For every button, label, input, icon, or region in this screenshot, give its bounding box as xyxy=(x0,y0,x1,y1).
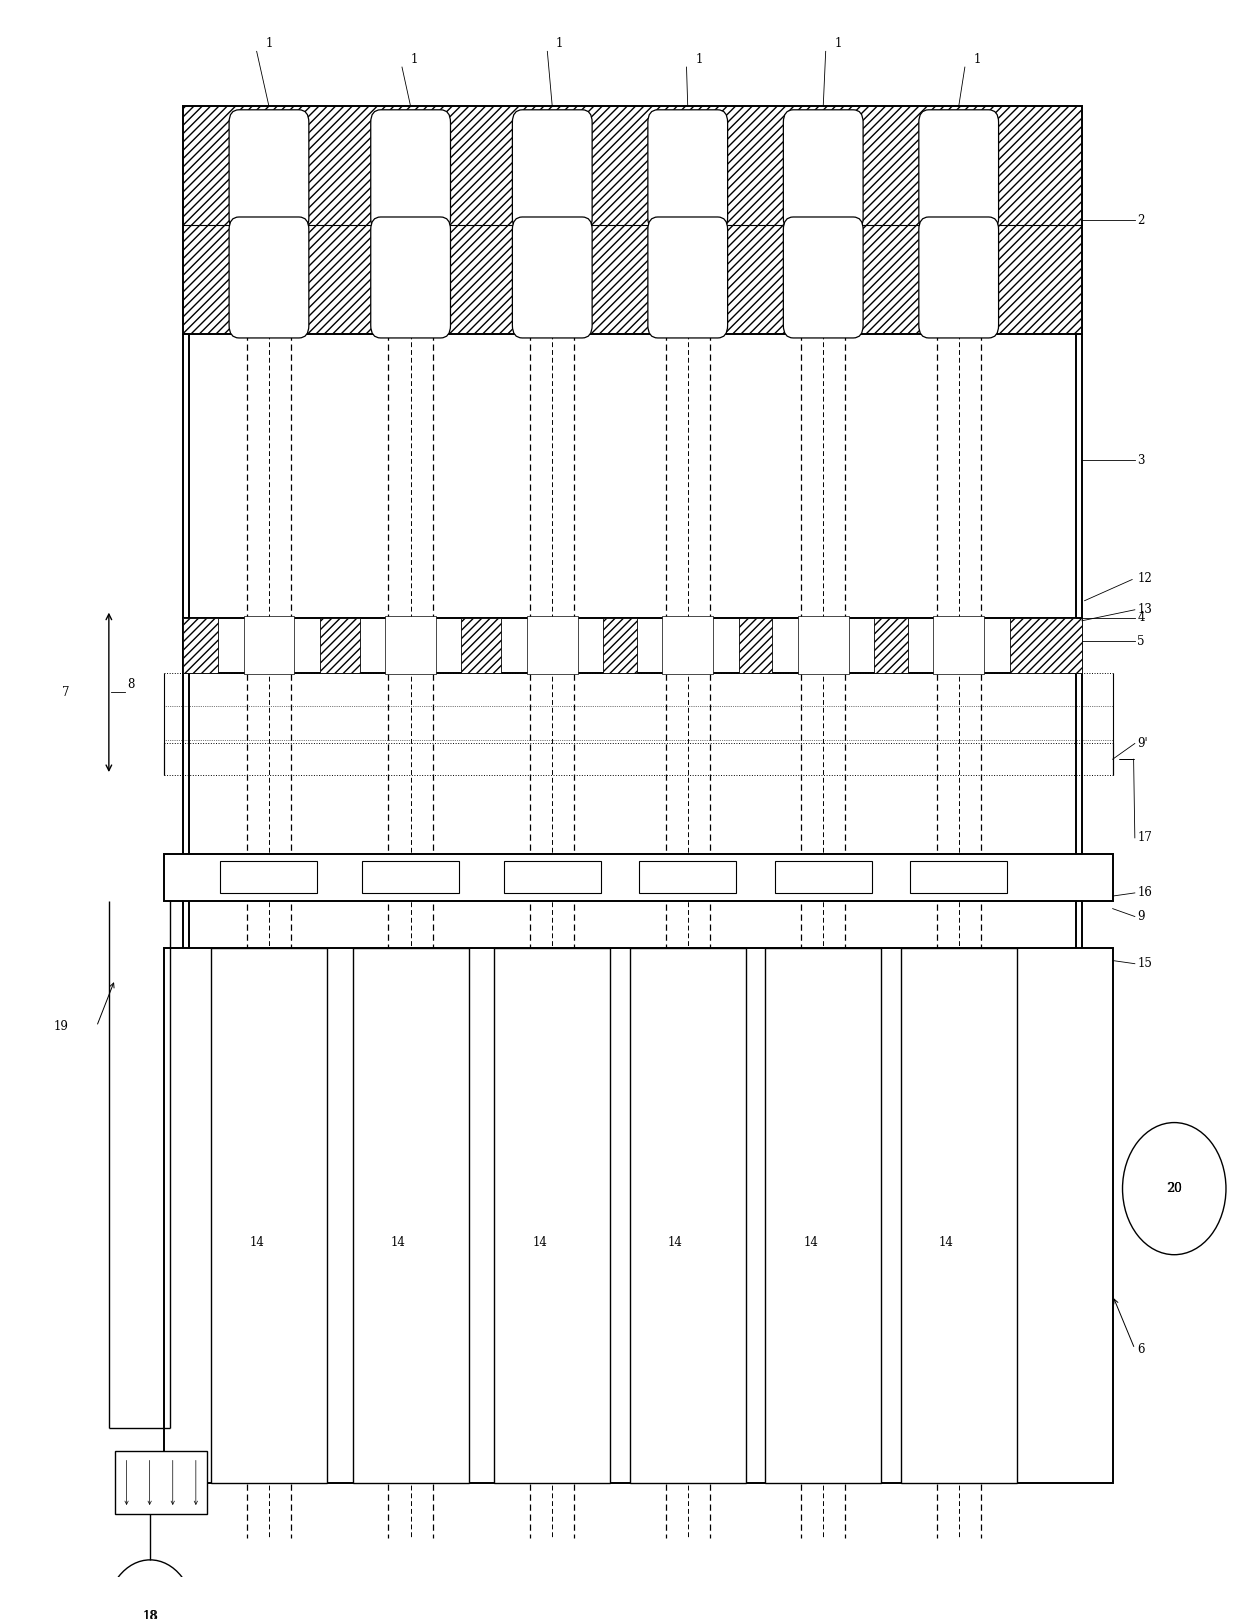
FancyBboxPatch shape xyxy=(229,217,309,338)
Text: 1: 1 xyxy=(696,53,703,66)
Bar xyxy=(115,1451,207,1514)
Text: 6: 6 xyxy=(1137,1342,1145,1355)
FancyBboxPatch shape xyxy=(919,110,998,232)
Bar xyxy=(221,861,317,894)
Text: 14: 14 xyxy=(668,1235,683,1248)
Text: 1: 1 xyxy=(973,53,981,66)
Text: 3: 3 xyxy=(1137,453,1145,466)
Bar xyxy=(495,949,610,1483)
Text: 9: 9 xyxy=(1137,910,1145,923)
Text: 1: 1 xyxy=(556,37,563,50)
Bar xyxy=(182,617,218,672)
Text: 18: 18 xyxy=(143,1609,157,1619)
FancyBboxPatch shape xyxy=(371,110,450,232)
Bar xyxy=(352,949,469,1483)
Bar xyxy=(603,617,637,672)
FancyBboxPatch shape xyxy=(919,217,998,338)
Text: 14: 14 xyxy=(532,1235,547,1248)
Bar xyxy=(164,949,1112,1483)
Text: 9': 9' xyxy=(1137,737,1148,750)
Text: 12: 12 xyxy=(1137,572,1152,584)
Bar xyxy=(874,617,908,672)
Bar xyxy=(503,861,600,894)
Text: 14: 14 xyxy=(249,1235,264,1248)
Text: 16: 16 xyxy=(1137,887,1152,900)
Text: 13: 13 xyxy=(1137,604,1152,617)
Bar xyxy=(630,949,745,1483)
Bar xyxy=(662,617,713,674)
Bar xyxy=(775,861,872,894)
Bar xyxy=(182,617,1081,672)
Bar xyxy=(797,617,848,674)
Text: 5: 5 xyxy=(1137,635,1145,648)
Text: 1: 1 xyxy=(410,53,418,66)
Bar xyxy=(739,617,773,672)
Text: 14: 14 xyxy=(939,1235,954,1248)
FancyBboxPatch shape xyxy=(371,217,450,338)
Text: 14: 14 xyxy=(804,1235,818,1248)
Text: 1: 1 xyxy=(835,37,842,50)
Text: 17: 17 xyxy=(1137,832,1152,845)
Text: 14: 14 xyxy=(391,1235,405,1248)
Bar xyxy=(1009,617,1081,672)
Text: 15: 15 xyxy=(1137,957,1152,970)
Bar xyxy=(910,861,1007,894)
Bar xyxy=(900,949,1017,1483)
Bar xyxy=(182,107,1081,335)
Text: 8: 8 xyxy=(128,678,135,691)
Bar xyxy=(527,617,578,674)
Text: 18: 18 xyxy=(143,1609,159,1619)
FancyBboxPatch shape xyxy=(784,110,863,232)
FancyBboxPatch shape xyxy=(647,110,728,232)
Text: 19: 19 xyxy=(53,1020,68,1033)
Bar xyxy=(640,861,737,894)
Bar xyxy=(243,617,294,674)
Bar xyxy=(765,949,882,1483)
FancyBboxPatch shape xyxy=(229,110,309,232)
FancyBboxPatch shape xyxy=(512,217,593,338)
Bar xyxy=(934,617,985,674)
Text: 2: 2 xyxy=(1137,214,1145,227)
FancyBboxPatch shape xyxy=(784,217,863,338)
Bar xyxy=(362,861,459,894)
FancyBboxPatch shape xyxy=(512,110,593,232)
Bar xyxy=(211,949,327,1483)
Text: 20: 20 xyxy=(1167,1182,1182,1195)
Text: 7: 7 xyxy=(62,686,69,699)
Bar xyxy=(386,617,436,674)
Bar xyxy=(461,617,501,672)
Bar xyxy=(164,853,1112,900)
Text: 1: 1 xyxy=(265,37,273,50)
Bar xyxy=(320,617,360,672)
Text: 20: 20 xyxy=(1167,1182,1182,1195)
Text: 4: 4 xyxy=(1137,610,1145,625)
FancyBboxPatch shape xyxy=(647,217,728,338)
